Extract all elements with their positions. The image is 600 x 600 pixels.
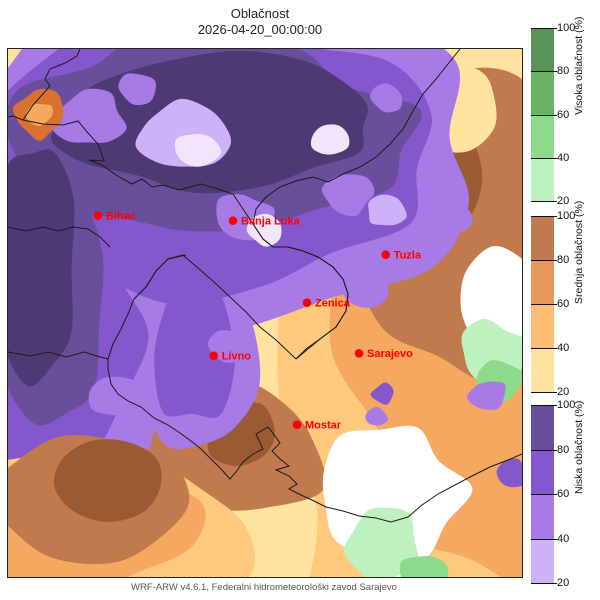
svg-text:Livno: Livno [222, 351, 252, 363]
svg-text:Bihać: Bihać [106, 211, 136, 223]
svg-text:Sarajevo: Sarajevo [367, 348, 413, 360]
svg-text:Banja Luka: Banja Luka [241, 216, 301, 228]
svg-text:Tuzla: Tuzla [394, 250, 422, 262]
svg-text:Mostar: Mostar [305, 420, 342, 432]
svg-text:Zenica: Zenica [315, 298, 351, 310]
